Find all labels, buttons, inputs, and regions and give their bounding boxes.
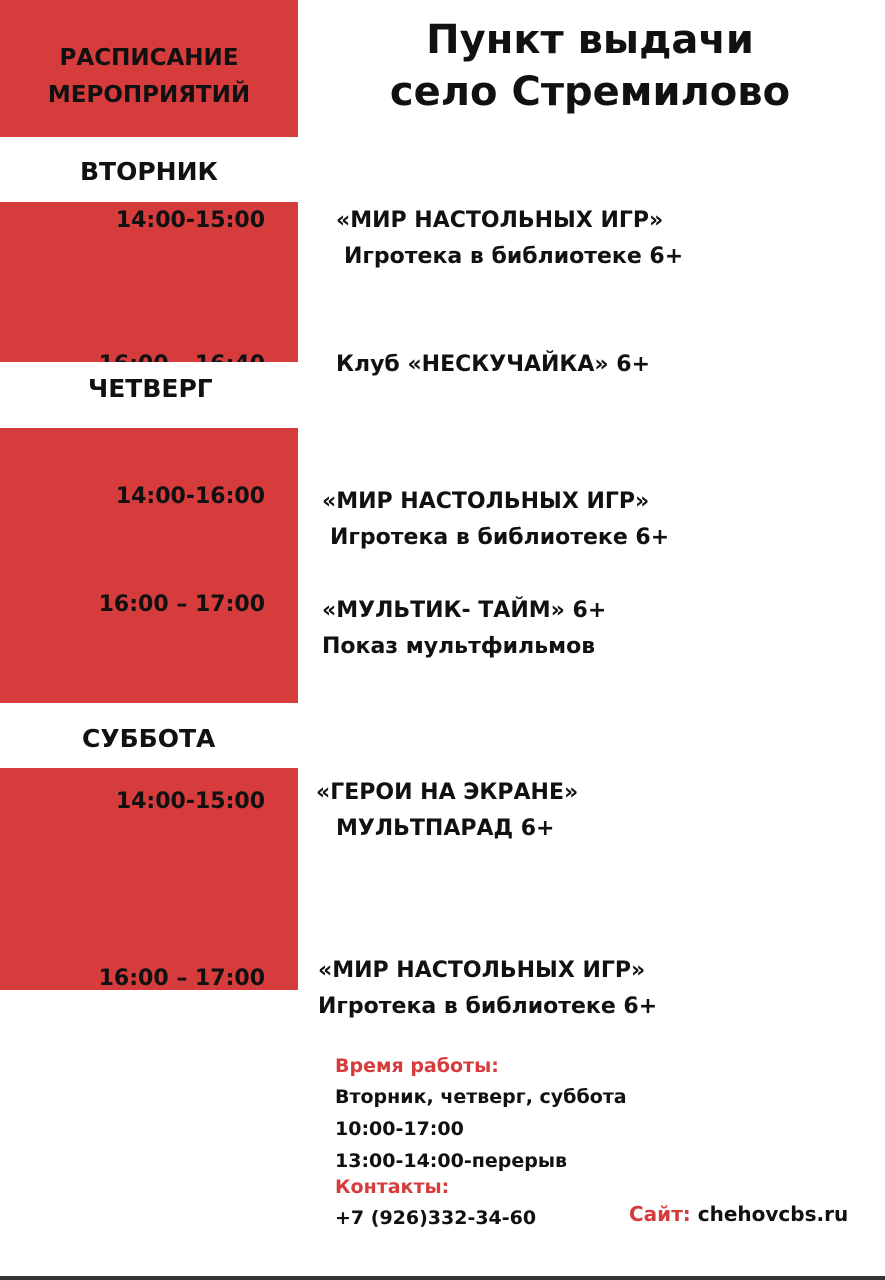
event-time: 16:00 – 17:00 [98,966,265,991]
red-block-thursday [0,428,298,703]
event: «МУЛЬТИК- ТАЙМ» 6+ Показ мультфильмов [322,593,606,665]
event-title: «ГЕРОИ НА ЭКРАНЕ» [316,780,579,805]
contacts-label: Контакты: [335,1176,450,1198]
schedule-heading: РАСПИСАНИЕ МЕРОПРИЯТИЙ [0,40,298,114]
event-subtitle: Игротека в библиотеке 6+ [318,994,658,1019]
event-subtitle: Игротека в библиотеке 6+ [344,244,684,269]
day-label-thursday: ЧЕТВЕРГ [88,374,213,403]
event: «ГЕРОИ НА ЭКРАНЕ» МУЛЬТПАРАД 6+ [316,775,578,847]
event-time: 16:00 – 17:00 [98,592,265,617]
site-link[interactable]: chehovcbs.ru [697,1202,849,1226]
day-band-thursday [0,362,298,428]
hours-days: Вторник, четверг, суббота [335,1086,627,1108]
title-line2: село Стремилово [389,69,791,115]
event-subtitle: Игротека в библиотеке 6+ [330,525,670,550]
schedule-heading-line1: РАСПИСАНИЕ [59,45,239,71]
site-label: Сайт: [629,1202,691,1226]
event-time: 14:00-15:00 [115,208,265,233]
bottom-border [0,1276,885,1280]
phone-number[interactable]: +7 (926)332-34-60 [335,1207,537,1229]
event: «МИР НАСТОЛЬНЫХ ИГР» Игротека в библиоте… [318,953,657,1025]
page-title: Пункт выдачи село Стремилово [340,14,840,118]
break-time: 13:00-14:00-перерыв [335,1150,568,1172]
event-time: 14:00-15:00 [115,789,265,814]
day-label-saturday: СУББОТА [82,724,216,753]
event-time: 14:00-16:00 [115,484,265,509]
red-block-tuesday [0,202,298,362]
event-subtitle: МУЛЬТПАРАД 6+ [336,816,555,841]
schedule-heading-line2: МЕРОПРИЯТИЙ [47,82,251,108]
event-title: «МИР НАСТОЛЬНЫХ ИГР» [336,208,664,233]
day-label-tuesday: ВТОРНИК [80,157,218,186]
event: «МИР НАСТОЛЬНЫХ ИГР» Игротека в библиоте… [336,203,683,275]
hours-label: Время работы: [335,1055,499,1077]
event: «МИР НАСТОЛЬНЫХ ИГР» Игротека в библиоте… [322,484,669,556]
hours-time: 10:00-17:00 [335,1118,464,1140]
event-title: Клуб «НЕСКУЧАЙКА» 6+ [336,352,651,377]
site: Сайт: chehovcbs.ru [629,1202,848,1226]
event-title: «МИР НАСТОЛЬНЫХ ИГР» [318,958,646,983]
day-band-tuesday [0,137,298,202]
red-block-saturday [0,768,298,990]
day-band-saturday [0,703,298,768]
header-red-block [0,0,298,137]
title-line1: Пункт выдачи [426,17,754,63]
event-title: «МИР НАСТОЛЬНЫХ ИГР» [322,489,650,514]
event-subtitle: Показ мультфильмов [322,634,596,659]
event-title: «МУЛЬТИК- ТАЙМ» 6+ [322,598,607,623]
